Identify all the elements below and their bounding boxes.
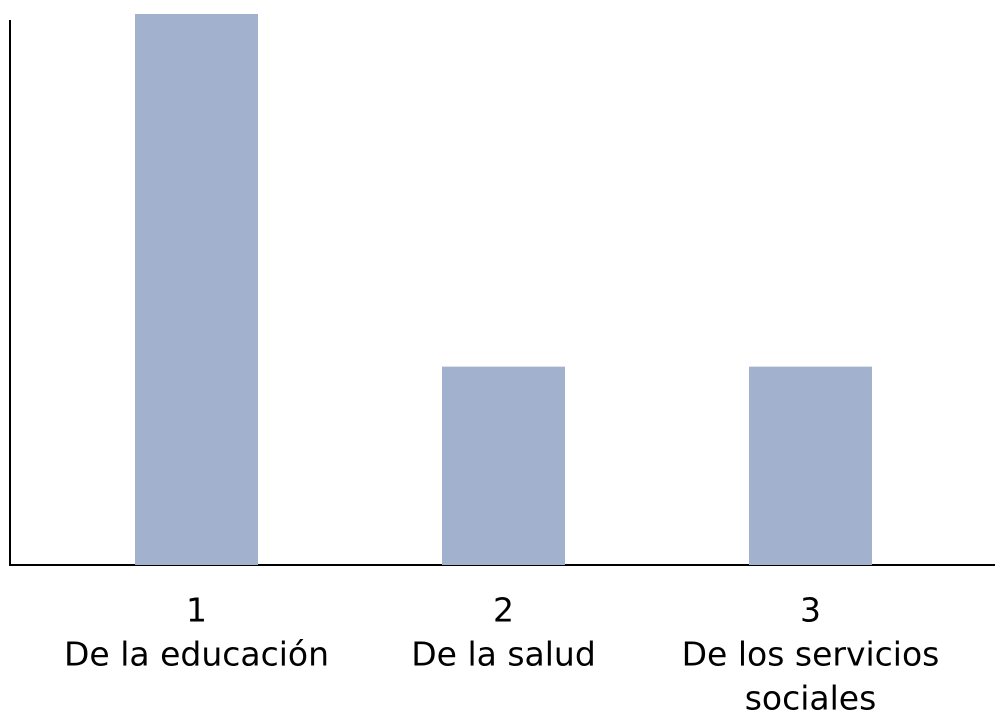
x-tick-label: sociales — [745, 679, 877, 714]
x-tick-label: 1 — [186, 591, 207, 630]
bar — [749, 366, 872, 565]
bar — [442, 366, 565, 565]
x-tick-label: 2 — [493, 591, 514, 630]
bar — [135, 14, 258, 565]
x-tick-label: 3 — [800, 591, 821, 630]
x-tick-label: De los servicios — [682, 635, 940, 674]
x-tick-label: De la educación — [64, 635, 329, 674]
x-tick-label: De la salud — [411, 635, 596, 674]
